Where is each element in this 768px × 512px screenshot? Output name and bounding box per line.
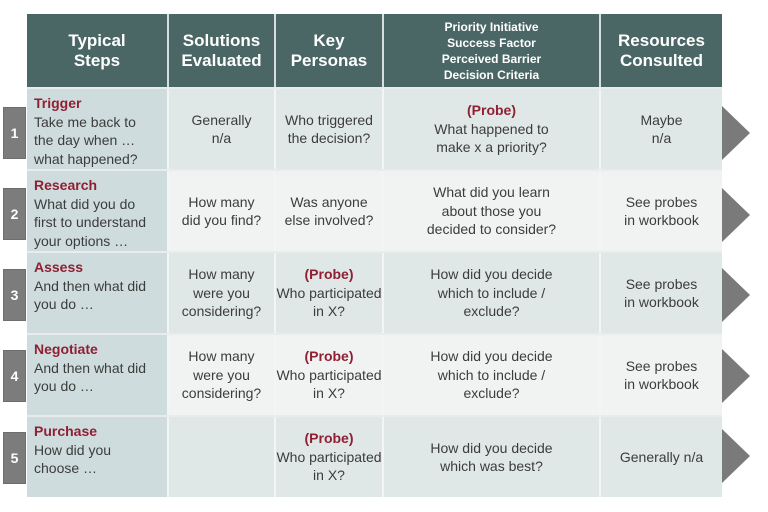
criteria-cell: How did you decide which to include / ex… bbox=[384, 253, 601, 333]
resources-cell: See probes in workbook bbox=[601, 253, 722, 333]
resources-text: See probes in workbook bbox=[624, 357, 699, 393]
step-cell: Purchase How did you choose … bbox=[27, 417, 169, 497]
criteria-cell: How did you decide which was best? bbox=[384, 417, 601, 497]
arrow-right-icon bbox=[722, 106, 750, 160]
table-row: Research What did you do first to unders… bbox=[27, 169, 722, 251]
header-typical-steps: Typical Steps bbox=[27, 14, 169, 87]
solutions-text: How many were you considering? bbox=[181, 266, 262, 320]
solutions-cell: How many were you considering? bbox=[169, 253, 276, 333]
table-row: Trigger Take me back to the day when … w… bbox=[27, 87, 722, 169]
step-title: Trigger bbox=[34, 95, 82, 111]
resources-cell: See probes in workbook bbox=[601, 335, 722, 415]
solutions-cell: How many were you considering? bbox=[169, 335, 276, 415]
resources-text: Maybe n/a bbox=[640, 111, 683, 147]
step-number-badge: 2 bbox=[3, 188, 26, 240]
table-row: Purchase How did you choose … (Probe) Wh… bbox=[27, 415, 722, 497]
solutions-cell bbox=[169, 417, 276, 497]
criteria-cell: What did you learn about those you decid… bbox=[384, 171, 601, 251]
step-text: How did you choose … bbox=[34, 441, 112, 477]
solutions-text: How many did you find? bbox=[181, 193, 262, 229]
header-label: Key Personas bbox=[290, 30, 368, 70]
personas-text: Who participated in X? bbox=[276, 448, 382, 484]
header-label: Solutions Evaluated bbox=[181, 30, 262, 70]
table-row: Negotiate And then what did you do … How… bbox=[27, 333, 722, 415]
header-label: Typical Steps bbox=[68, 30, 126, 70]
criteria-text: What did you learn about those you decid… bbox=[426, 184, 557, 238]
step-title: Negotiate bbox=[34, 341, 98, 357]
resources-cell: See probes in workbook bbox=[601, 171, 722, 251]
criteria-text: How did you decide which to include / ex… bbox=[430, 348, 553, 402]
criteria-text: How did you decide which was best? bbox=[430, 439, 553, 475]
step-cell: Negotiate And then what did you do … bbox=[27, 335, 169, 415]
arrow-right-icon bbox=[722, 429, 750, 483]
header-label: Priority Initiative Success Factor Perce… bbox=[441, 19, 542, 82]
table-row: Assess And then what did you do … How ma… bbox=[27, 251, 722, 333]
header-resources-consulted: Resources Consulted bbox=[601, 14, 722, 87]
personas-cell: Who triggered the decision? bbox=[276, 89, 384, 169]
solutions-cell: Generally n/a bbox=[169, 89, 276, 169]
personas-text: Who triggered the decision? bbox=[285, 111, 373, 147]
criteria-cell: How did you decide which to include / ex… bbox=[384, 335, 601, 415]
arrow-right-icon bbox=[722, 268, 750, 322]
resources-text: See probes in workbook bbox=[624, 275, 699, 311]
personas-text: Who participated in X? bbox=[276, 366, 382, 402]
step-text: And then what did you do … bbox=[34, 359, 147, 395]
arrow-right-icon bbox=[722, 349, 750, 403]
probe-label: (Probe) bbox=[467, 102, 516, 119]
personas-text: Was anyone else involved? bbox=[284, 193, 374, 229]
personas-cell: (Probe) Who participated in X? bbox=[276, 335, 384, 415]
header-priority-criteria: Priority Initiative Success Factor Perce… bbox=[384, 14, 601, 87]
personas-cell: (Probe) Who participated in X? bbox=[276, 253, 384, 333]
personas-cell: Was anyone else involved? bbox=[276, 171, 384, 251]
step-title: Research bbox=[34, 177, 98, 193]
solutions-text: How many were you considering? bbox=[181, 348, 262, 402]
probe-label: (Probe) bbox=[304, 266, 354, 283]
resources-text: Generally n/a bbox=[619, 448, 704, 465]
step-cell: Research What did you do first to unders… bbox=[27, 171, 169, 251]
resources-cell: Generally n/a bbox=[601, 417, 722, 497]
resources-text: See probes in workbook bbox=[624, 193, 699, 229]
step-number-badge: 3 bbox=[3, 269, 26, 321]
criteria-text: What happened to make x a priority? bbox=[434, 120, 549, 156]
arrow-right-icon bbox=[722, 188, 750, 242]
step-title: Assess bbox=[34, 259, 84, 275]
table-header: Typical Steps Solutions Evaluated Key Pe… bbox=[27, 14, 722, 87]
solutions-cell: How many did you find? bbox=[169, 171, 276, 251]
header-key-personas: Key Personas bbox=[276, 14, 384, 87]
probe-label: (Probe) bbox=[304, 430, 354, 447]
resources-cell: Maybe n/a bbox=[601, 89, 722, 169]
step-text: What did you do first to understand your… bbox=[34, 195, 147, 249]
step-text: Take me back to the day when … what happ… bbox=[34, 113, 138, 167]
step-number-badge: 1 bbox=[3, 107, 26, 159]
header-solutions-evaluated: Solutions Evaluated bbox=[169, 14, 276, 87]
criteria-text: How did you decide which to include / ex… bbox=[430, 266, 553, 320]
step-number-badge: 5 bbox=[3, 432, 26, 484]
step-title: Purchase bbox=[34, 423, 98, 439]
solutions-text: Generally n/a bbox=[191, 111, 252, 147]
step-cell: Assess And then what did you do … bbox=[27, 253, 169, 333]
step-number-badge: 4 bbox=[3, 350, 26, 402]
probe-label: (Probe) bbox=[304, 348, 354, 365]
step-cell: Trigger Take me back to the day when … w… bbox=[27, 89, 169, 169]
personas-text: Who participated in X? bbox=[276, 284, 382, 320]
step-text: And then what did you do … bbox=[34, 277, 147, 313]
criteria-cell: (Probe) What happened to make x a priori… bbox=[384, 89, 601, 169]
buying-process-table: Typical Steps Solutions Evaluated Key Pe… bbox=[27, 14, 722, 497]
header-label: Resources Consulted bbox=[618, 30, 705, 70]
personas-cell: (Probe) Who participated in X? bbox=[276, 417, 384, 497]
